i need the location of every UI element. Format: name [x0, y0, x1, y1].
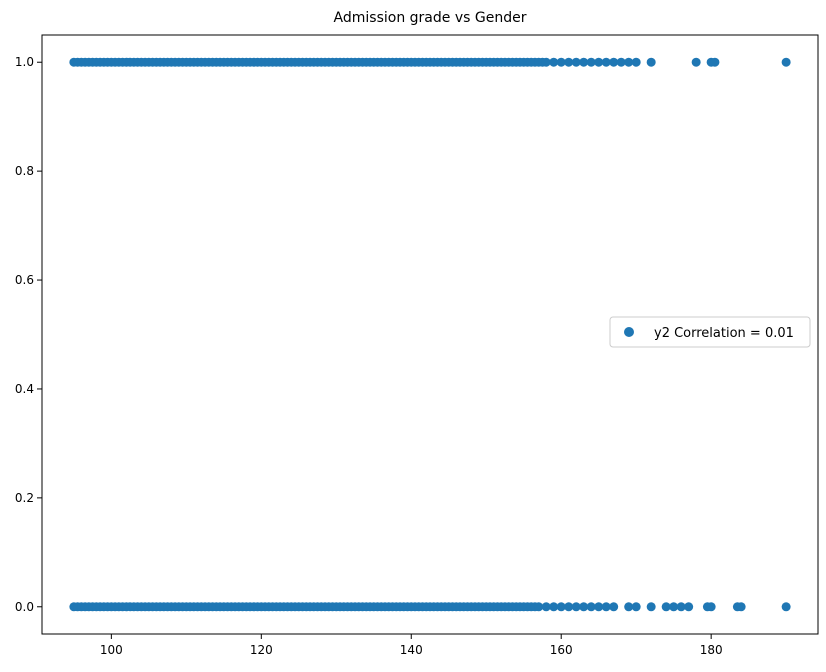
y-tick-label: 0.6	[15, 273, 34, 287]
data-point	[541, 602, 551, 612]
x-tick-label: 100	[100, 643, 123, 657]
data-point	[661, 602, 671, 612]
data-point	[556, 602, 566, 612]
y-axis-ticks: 0.0 0.2 0.4 0.6 0.8 1.0	[15, 55, 42, 614]
points-layer	[69, 57, 791, 612]
data-point	[571, 602, 581, 612]
data-point	[781, 57, 791, 67]
data-point	[736, 602, 746, 612]
data-point	[579, 602, 589, 612]
data-point	[549, 57, 559, 67]
plot-area-frame	[41, 34, 819, 635]
y-tick-label: 0.0	[15, 600, 34, 614]
data-point	[594, 57, 604, 67]
data-point	[684, 602, 694, 612]
data-point	[541, 57, 551, 67]
data-point	[631, 57, 641, 67]
data-point	[549, 602, 559, 612]
data-point	[586, 57, 596, 67]
y-tick-label: 0.2	[15, 491, 34, 505]
data-point	[710, 57, 720, 67]
chart-title: Admission grade vs Gender	[334, 10, 527, 26]
data-point	[579, 57, 589, 67]
data-point	[691, 57, 701, 67]
data-point	[676, 602, 686, 612]
data-point	[556, 57, 566, 67]
data-point	[586, 602, 596, 612]
data-point	[594, 602, 604, 612]
data-point	[609, 602, 619, 612]
data-point	[534, 602, 544, 612]
data-point	[624, 602, 634, 612]
x-tick-label: 120	[250, 643, 273, 657]
x-axis-ticks: 100 120 140 160 180	[100, 634, 723, 657]
data-point	[564, 602, 574, 612]
data-point	[624, 57, 634, 67]
legend-marker	[624, 327, 634, 337]
data-point	[646, 57, 656, 67]
data-point	[601, 602, 611, 612]
data-point	[781, 602, 791, 612]
legend: y2 Correlation = 0.01	[609, 316, 811, 348]
y-tick-label: 0.8	[15, 164, 34, 178]
data-point	[706, 602, 716, 612]
x-tick-label: 140	[400, 643, 423, 657]
legend-box	[609, 316, 811, 348]
data-point	[571, 57, 581, 67]
data-point	[646, 602, 656, 612]
y-tick-label: 0.4	[15, 382, 34, 396]
data-point	[669, 602, 679, 612]
x-tick-label: 180	[700, 643, 723, 657]
legend-label: y2 Correlation = 0.01	[654, 326, 794, 341]
data-point	[601, 57, 611, 67]
data-point	[564, 57, 574, 67]
data-point	[609, 57, 619, 67]
data-point	[616, 57, 626, 67]
y-tick-label: 1.0	[15, 55, 34, 69]
x-tick-label: 160	[550, 643, 573, 657]
data-point	[631, 602, 641, 612]
